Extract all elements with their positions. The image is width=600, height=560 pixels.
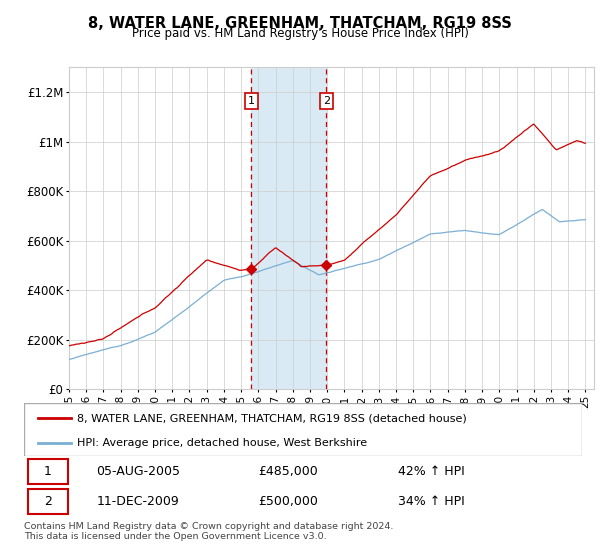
Text: HPI: Average price, detached house, West Berkshire: HPI: Average price, detached house, West… bbox=[77, 437, 367, 447]
Text: 8, WATER LANE, GREENHAM, THATCHAM, RG19 8SS: 8, WATER LANE, GREENHAM, THATCHAM, RG19 … bbox=[88, 16, 512, 31]
Text: Contains HM Land Registry data © Crown copyright and database right 2024.: Contains HM Land Registry data © Crown c… bbox=[24, 522, 394, 531]
Text: 42% ↑ HPI: 42% ↑ HPI bbox=[398, 465, 464, 478]
Text: 2: 2 bbox=[323, 96, 330, 106]
Text: Price paid vs. HM Land Registry's House Price Index (HPI): Price paid vs. HM Land Registry's House … bbox=[131, 27, 469, 40]
Text: £485,000: £485,000 bbox=[259, 465, 318, 478]
Text: This data is licensed under the Open Government Licence v3.0.: This data is licensed under the Open Gov… bbox=[24, 532, 326, 541]
Text: 11-DEC-2009: 11-DEC-2009 bbox=[97, 495, 179, 508]
Text: 8, WATER LANE, GREENHAM, THATCHAM, RG19 8SS (detached house): 8, WATER LANE, GREENHAM, THATCHAM, RG19 … bbox=[77, 413, 467, 423]
Bar bbox=[251, 67, 326, 389]
Text: 1: 1 bbox=[44, 465, 52, 478]
Text: 34% ↑ HPI: 34% ↑ HPI bbox=[398, 495, 464, 508]
FancyBboxPatch shape bbox=[28, 459, 68, 484]
FancyBboxPatch shape bbox=[28, 489, 68, 514]
Text: 05-AUG-2005: 05-AUG-2005 bbox=[97, 465, 181, 478]
Text: £500,000: £500,000 bbox=[259, 495, 318, 508]
FancyBboxPatch shape bbox=[24, 403, 582, 456]
Text: 2: 2 bbox=[44, 495, 52, 508]
Text: 1: 1 bbox=[248, 96, 255, 106]
